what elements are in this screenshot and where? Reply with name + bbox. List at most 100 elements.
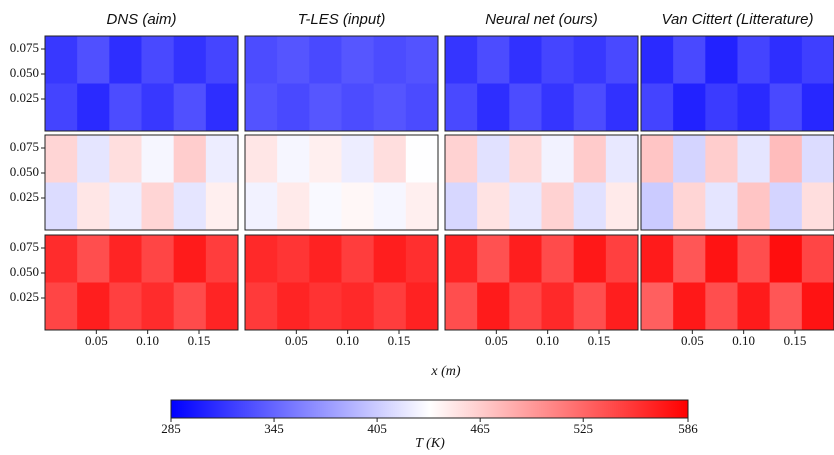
heat-cell <box>373 135 407 183</box>
heat-cell <box>769 282 803 331</box>
panel-frame <box>444 35 639 132</box>
heat-cell <box>173 135 207 183</box>
colorbar-tick-label: 405 <box>367 421 387 436</box>
heat-cell <box>737 83 771 132</box>
heat-cell <box>45 182 78 231</box>
panel-frame <box>44 35 239 132</box>
heat-cell <box>673 235 706 283</box>
heat-cell <box>141 182 175 231</box>
heat-cell <box>705 36 738 84</box>
heat-cell <box>477 235 510 283</box>
heat-cell <box>509 135 542 183</box>
x-tick-label: 0.15 <box>588 333 611 348</box>
y-tick-label: 0.050 <box>10 264 39 279</box>
heat-cell <box>541 235 575 283</box>
heat-cell <box>605 36 639 84</box>
panel-frame <box>640 35 834 132</box>
y-tick-label: 0.025 <box>10 189 39 204</box>
heat-cell <box>509 182 542 231</box>
heat-cell <box>673 83 706 132</box>
heat-cell <box>737 135 771 183</box>
heat-cell <box>737 235 771 283</box>
heat-cell <box>141 282 175 331</box>
heat-cell <box>605 83 639 132</box>
heat-cell <box>341 36 375 84</box>
heat-cell <box>309 83 342 132</box>
heat-cell <box>573 83 607 132</box>
panel-frame <box>44 134 239 231</box>
heat-cell <box>277 83 310 132</box>
heat-cell <box>405 83 439 132</box>
heat-cell <box>769 135 803 183</box>
heat-cell <box>77 83 110 132</box>
heat-cell <box>673 282 706 331</box>
x-tick-label: 0.15 <box>188 333 211 348</box>
heat-cell <box>109 282 142 331</box>
y-tick-label: 0.025 <box>10 90 39 105</box>
heat-cell <box>109 235 142 283</box>
heat-cell <box>705 83 738 132</box>
heat-cell <box>141 83 175 132</box>
heat-cell <box>309 36 342 84</box>
heat-cell <box>309 135 342 183</box>
heat-cell <box>245 36 278 84</box>
heat-cell <box>509 36 542 84</box>
y-tick-label: 0.050 <box>10 164 39 179</box>
heat-cell <box>205 235 239 283</box>
heat-cell <box>141 135 175 183</box>
colorbar-tick-label: 586 <box>678 421 698 436</box>
panel-frame <box>244 234 439 331</box>
heat-cell <box>673 182 706 231</box>
heat-cell <box>205 36 239 84</box>
x-tick-label: 0.05 <box>285 333 308 348</box>
panel-title: T-LES (input) <box>298 11 386 28</box>
heat-cell <box>801 282 834 331</box>
colorbar-tick-label: 525 <box>573 421 593 436</box>
heat-cell <box>801 36 834 84</box>
heat-cell <box>509 83 542 132</box>
x-tick-label: 0.05 <box>681 333 704 348</box>
heat-cell <box>605 182 639 231</box>
heat-cell <box>477 182 510 231</box>
heat-cell <box>705 282 738 331</box>
heat-cell <box>405 135 439 183</box>
panel-frame <box>244 35 439 132</box>
heat-cell <box>245 282 278 331</box>
heat-cell <box>769 235 803 283</box>
panel-frame <box>640 234 834 331</box>
heat-cell <box>769 182 803 231</box>
y-tick-label: 0.025 <box>10 289 39 304</box>
heat-cell <box>45 36 78 84</box>
heat-cell <box>541 36 575 84</box>
heat-cell <box>405 235 439 283</box>
colorbar-tick-label: 465 <box>470 421 490 436</box>
x-tick-label: 0.15 <box>388 333 411 348</box>
heat-cell <box>801 182 834 231</box>
heat-cell <box>341 235 375 283</box>
heat-cell <box>173 282 207 331</box>
heat-cell <box>541 83 575 132</box>
heat-cell <box>109 36 142 84</box>
heat-cell <box>445 135 478 183</box>
heat-cell <box>641 282 674 331</box>
heat-cell <box>673 36 706 84</box>
heat-cell <box>801 235 834 283</box>
heat-cell <box>605 135 639 183</box>
panel-title: Van Cittert (Litterature) <box>662 11 814 28</box>
panel-title: Neural net (ours) <box>485 11 598 28</box>
panel-frame <box>44 234 239 331</box>
colorbar <box>170 399 689 419</box>
y-tick-label: 0.075 <box>10 40 39 55</box>
heat-cell <box>573 182 607 231</box>
heat-cell <box>405 282 439 331</box>
heat-cell <box>477 135 510 183</box>
heat-cell <box>373 182 407 231</box>
heat-cell <box>737 182 771 231</box>
heat-cell <box>109 182 142 231</box>
heat-cell <box>737 36 771 84</box>
x-tick-label: 0.05 <box>85 333 108 348</box>
heat-cell <box>541 135 575 183</box>
heat-cell <box>309 282 342 331</box>
x-tick-label: 0.05 <box>485 333 508 348</box>
